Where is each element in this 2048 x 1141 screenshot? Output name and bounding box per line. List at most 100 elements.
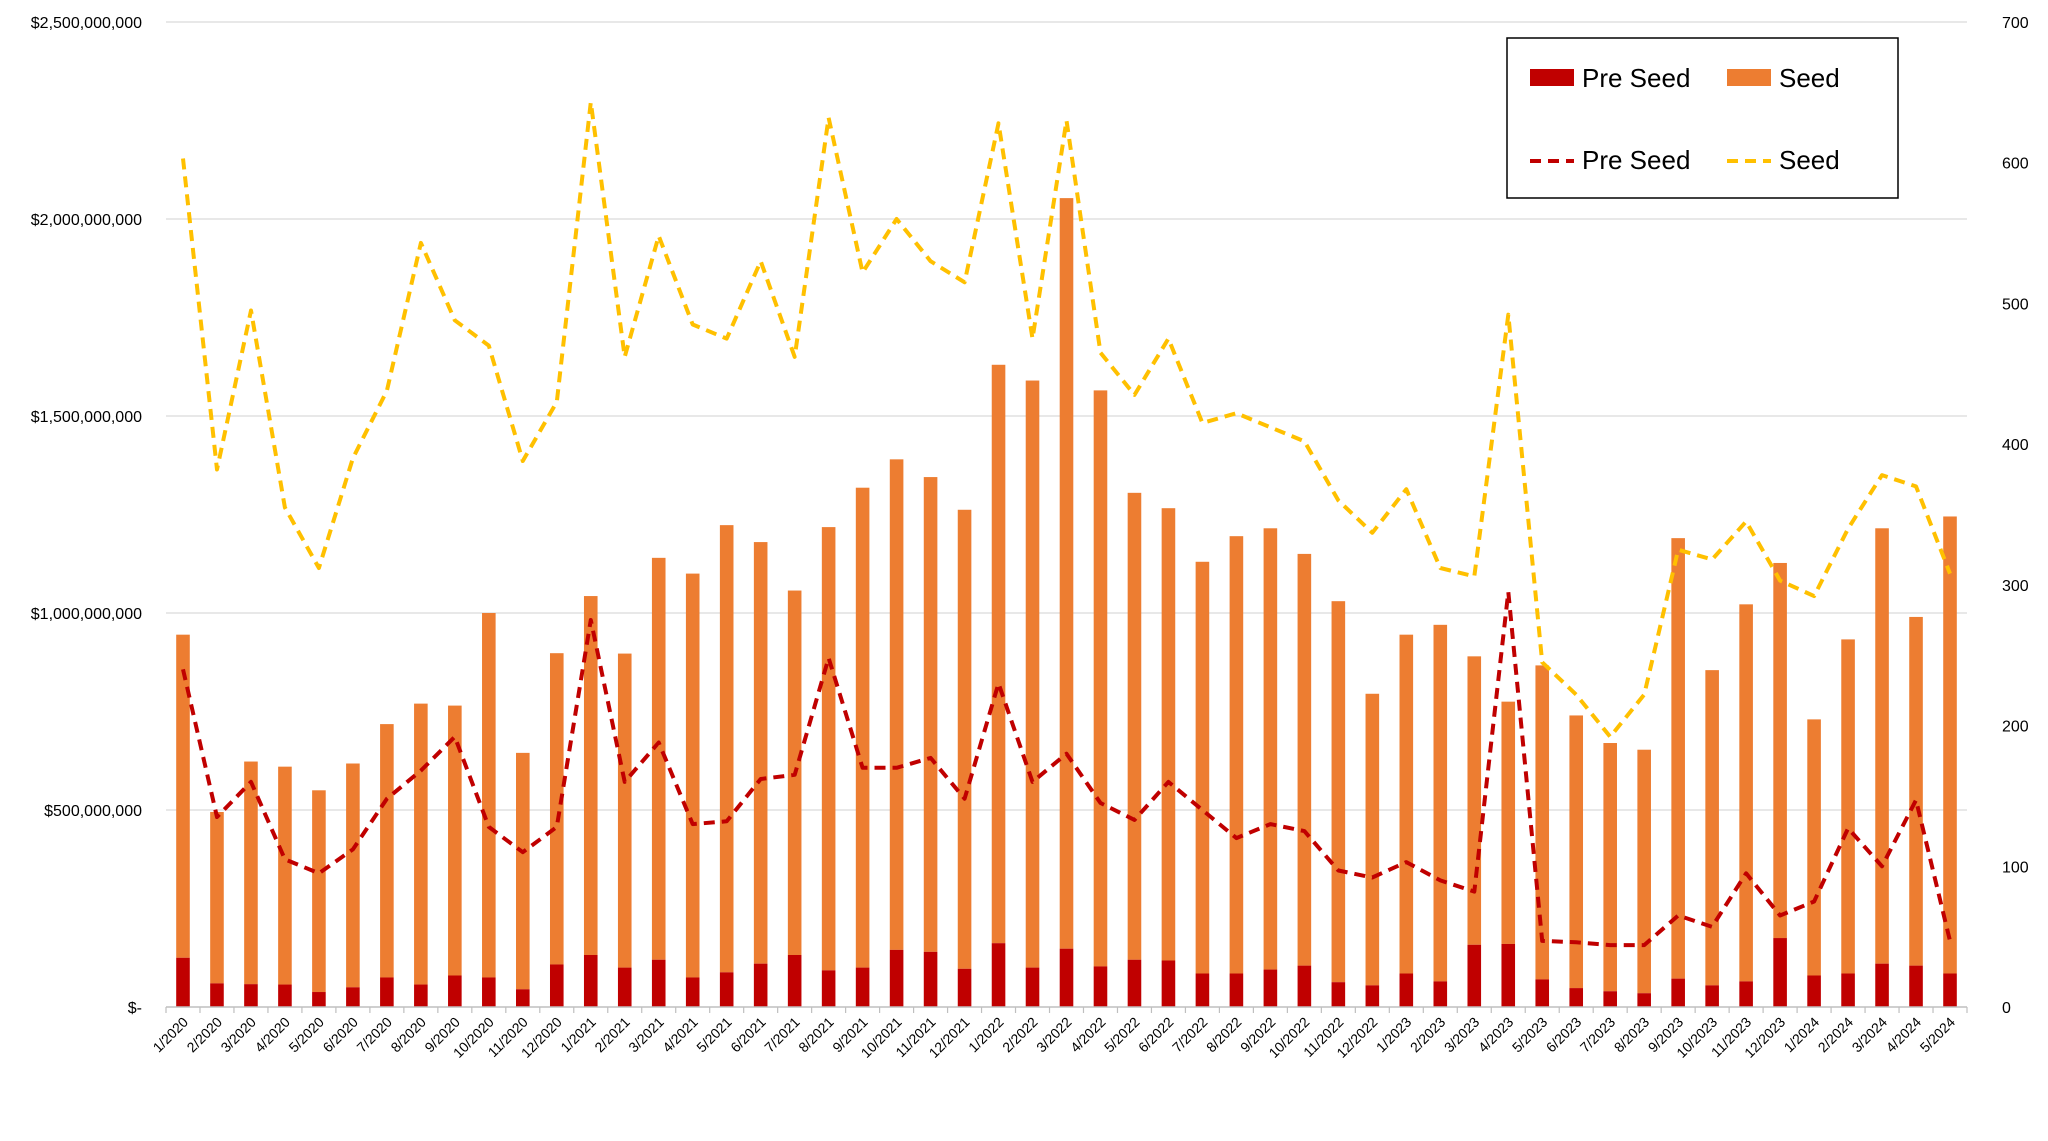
pre-seed-bar: [1093, 966, 1108, 1007]
pre-seed-bar: [1603, 991, 1617, 1007]
x-axis-tick-label: 8/2021: [795, 1014, 837, 1056]
seed-bar: [1705, 670, 1719, 986]
pre-seed-bar: [821, 970, 836, 1007]
x-axis-tick-label: 4/2021: [659, 1014, 701, 1056]
left-axis-tick-label: $-: [128, 1000, 142, 1017]
seed-bar: [346, 763, 360, 988]
seed-bar: [1229, 536, 1244, 974]
right-axis-tick-label: 0: [2002, 1000, 2011, 1017]
pre-seed-bar: [1365, 985, 1380, 1007]
pre-seed-bar: [1535, 979, 1550, 1007]
left-axis-tick-labels: $- $500,000,000 $1,000,000,000 $1,500,000,0…: [31, 15, 142, 1017]
pre-seed-bar: [753, 963, 768, 1007]
seed-bar: [1909, 616, 1923, 966]
x-axis-tick-label: 3/2024: [1849, 1014, 1891, 1056]
x-axis-tick-label: 2/2024: [1815, 1014, 1857, 1056]
right-axis-tick-label: 500: [2002, 296, 2029, 313]
pre-seed-bar: [1331, 982, 1346, 1007]
right-axis-tick-label: 200: [2002, 719, 2029, 736]
seed-bar: [821, 527, 836, 971]
seed-bar: [1637, 749, 1651, 994]
pre-seed-bar: [1467, 944, 1482, 1007]
x-axis-tick-label: 1/2020: [150, 1014, 192, 1056]
pre-seed-bar: [346, 987, 360, 1007]
seed-bar: [1569, 715, 1584, 989]
x-axis-tick-label: 1/2023: [1373, 1014, 1415, 1056]
x-axis-tick-label: 5/2020: [285, 1014, 327, 1056]
pre-seed-bar: [1569, 988, 1584, 1007]
seed-bar: [957, 509, 972, 969]
seed-bar: [1943, 516, 1957, 974]
x-axis-tick-label: 5/2023: [1509, 1014, 1551, 1056]
right-axis-tick-label: 300: [2002, 578, 2029, 595]
pre-seed-bar: [651, 959, 666, 1007]
pre-seed-bar: [855, 967, 870, 1007]
legend-label-pre-seed-line: Pre Seed: [1582, 145, 1690, 175]
x-axis-tick-label: 6/2022: [1135, 1014, 1177, 1056]
seed-bar: [1807, 719, 1821, 976]
seed-bar: [1263, 528, 1278, 970]
pre-seed-bar: [787, 954, 802, 1007]
pre-seed-bar: [1025, 967, 1040, 1007]
pre-seed-bar: [1229, 973, 1244, 1007]
x-axis-tick-labels: 1/20202/20203/20204/20205/20206/20207/20…: [150, 1014, 1959, 1061]
left-axis-tick-label: $500,000,000: [44, 803, 142, 820]
pre-seed-bar: [923, 951, 938, 1007]
x-axis-tick-label: 5/2024: [1917, 1014, 1959, 1056]
x-axis-tick-label: 2/2021: [591, 1014, 633, 1056]
x-axis-tick-label: 3/2023: [1441, 1014, 1483, 1056]
left-axis-tick-label: $2,000,000,000: [31, 212, 142, 229]
seed-bar: [210, 811, 224, 984]
legend-swatch-seed-bar: [1727, 69, 1771, 86]
x-axis-tick-label: 7/2022: [1169, 1014, 1211, 1056]
legend-swatch-pre-seed-bar: [1530, 69, 1574, 86]
seed-bar: [753, 542, 768, 964]
pre-seed-bar: [957, 968, 972, 1007]
pre-seed-bar: [176, 957, 190, 1007]
pre-seed-bar: [1875, 963, 1889, 1007]
x-axis-tick-label: 4/2020: [251, 1014, 293, 1056]
right-axis-tick-label: 400: [2002, 437, 2029, 454]
x-axis-tick-label: 8/2022: [1203, 1014, 1245, 1056]
seed-bar: [1875, 528, 1889, 964]
seed-bar: [244, 761, 258, 985]
pre-seed-bar: [1739, 981, 1753, 1007]
left-axis-tick-label: $1,000,000,000: [31, 606, 142, 623]
pre-seed-bar: [685, 977, 700, 1007]
seed-bar: [278, 766, 292, 985]
pre-seed-bar: [278, 984, 292, 1007]
x-axis-tick-label: 4/2022: [1067, 1014, 1109, 1056]
seed-bar: [1195, 561, 1210, 974]
pre-seed-bar: [1059, 948, 1074, 1007]
x-axis-tick-label: 2/2022: [999, 1014, 1041, 1056]
legend-label-pre-seed-bar: Pre Seed: [1582, 63, 1690, 93]
pre-seed-bar: [1263, 969, 1278, 1007]
pre-seed-bar: [1671, 978, 1685, 1007]
pre-seed-bar: [889, 949, 904, 1007]
pre-seed-bar: [1807, 975, 1821, 1007]
seed-bar: [1671, 538, 1685, 979]
pre-seed-count-line: [181, 589, 1952, 948]
seed-bar: [1059, 198, 1074, 949]
x-axis-tick-label: 6/2021: [727, 1014, 769, 1056]
pre-seed-bar: [482, 977, 496, 1007]
legend-label-seed-bar: Seed: [1779, 63, 1840, 93]
seed-bar: [855, 487, 870, 968]
seed-bar: [1025, 380, 1040, 968]
legend-box: [1506, 37, 1899, 199]
x-axis-tick-label: 4/2024: [1883, 1014, 1925, 1056]
pre-seed-bar: [1433, 981, 1448, 1007]
x-axis-tick-label: 7/2020: [353, 1014, 395, 1056]
pre-seed-bar: [210, 983, 224, 1007]
seed-bar: [482, 613, 496, 978]
pre-seed-bar: [1705, 985, 1719, 1007]
x-axis-tick-label: 6/2020: [319, 1014, 361, 1056]
right-axis-tick-label: 700: [2002, 15, 2029, 32]
legend-label-seed-line: Seed: [1779, 145, 1840, 175]
x-axis-tick-label: 2/2020: [183, 1014, 225, 1056]
seed-bar: [1433, 624, 1448, 982]
pre-seed-bar: [1841, 973, 1855, 1007]
pre-seed-bar: [1773, 938, 1787, 1007]
seed-bar: [516, 752, 530, 990]
